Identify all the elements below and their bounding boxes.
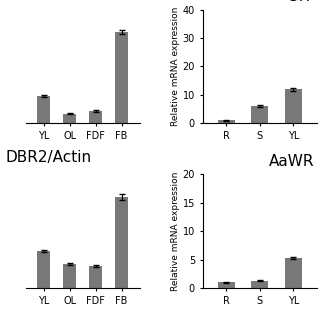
Y-axis label: Relative mRNA expression: Relative mRNA expression [171, 7, 180, 126]
Bar [115, 197, 128, 288]
Bar [37, 251, 50, 288]
Bar [251, 281, 268, 288]
Bar [63, 264, 76, 288]
Bar [285, 89, 302, 123]
Bar [115, 32, 128, 123]
Bar [218, 120, 235, 123]
Bar [89, 111, 102, 123]
Bar [63, 114, 76, 123]
Text: DBR2/Actin: DBR2/Actin [5, 150, 91, 165]
Y-axis label: Relative mRNA expression: Relative mRNA expression [171, 172, 180, 291]
Bar [89, 266, 102, 288]
Text: ADS/Actin: ADS/Actin [5, 0, 81, 1]
Text: AaWR: AaWR [269, 154, 315, 169]
Bar [37, 96, 50, 123]
Bar [285, 259, 302, 288]
Bar [251, 106, 268, 123]
Bar [218, 282, 235, 288]
Text: CYP: CYP [286, 0, 315, 4]
